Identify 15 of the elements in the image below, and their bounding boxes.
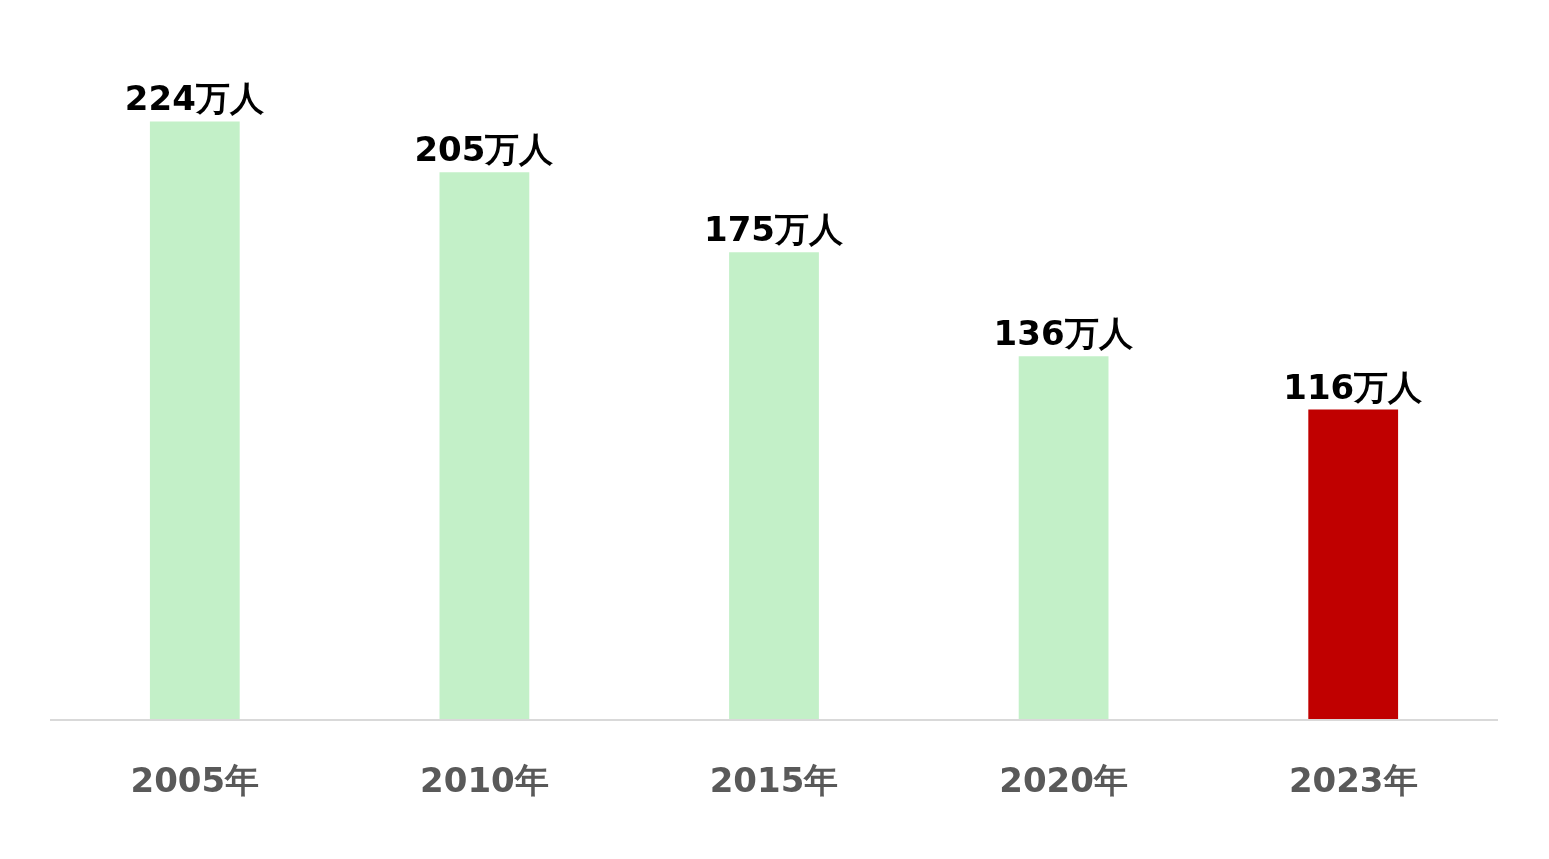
bar <box>1308 409 1399 719</box>
bar <box>729 252 819 719</box>
data-label: 224万人 <box>124 78 265 119</box>
bar <box>439 172 530 719</box>
x-tick-label: 2015年 <box>709 759 839 800</box>
bar <box>1018 356 1109 719</box>
data-label: 175万人 <box>704 209 844 250</box>
x-tick-label: 2020年 <box>999 759 1128 800</box>
x-tick-label: 2005年 <box>130 759 260 800</box>
data-label: 116万人 <box>1283 366 1424 407</box>
data-label: 205万人 <box>414 129 555 170</box>
x-tick-label: 2023年 <box>1288 759 1418 800</box>
x-tick-label: 2010年 <box>420 759 549 800</box>
data-label: 136万人 <box>993 313 1134 354</box>
bar <box>149 121 240 719</box>
